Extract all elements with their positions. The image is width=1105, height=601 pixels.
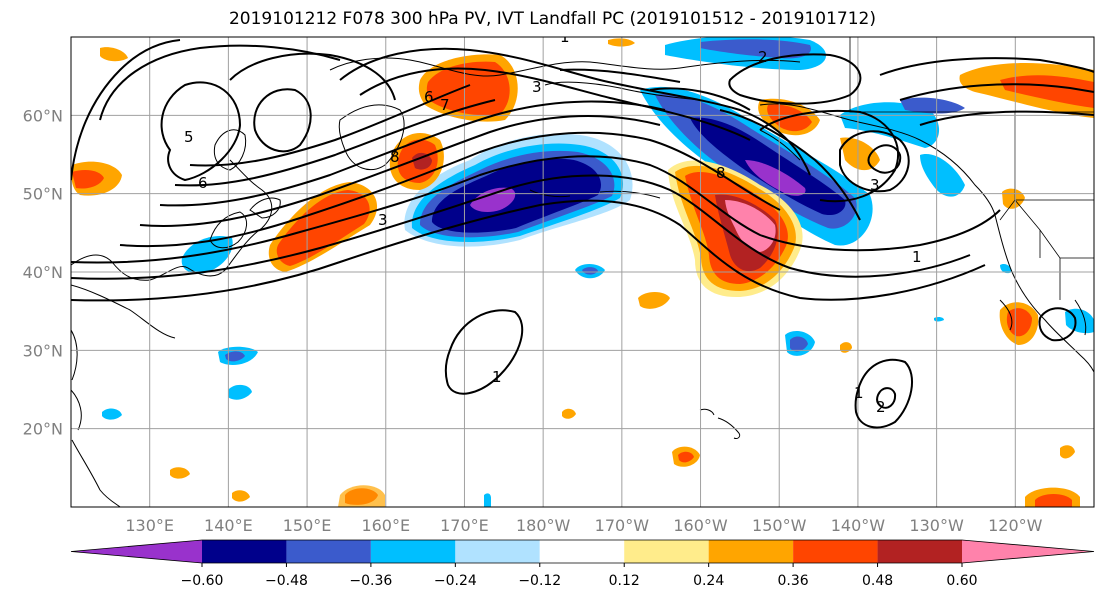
latitude-tick-label: 30°N <box>23 341 63 360</box>
contour-label: 5 <box>184 128 194 146</box>
longitude-tick-label: 170°W <box>595 516 650 535</box>
colorbar-tick-label: −0.12 <box>518 573 561 589</box>
longitude-tick-label: 120°W <box>988 516 1043 535</box>
longitude-tick-label: 160°E <box>361 516 410 535</box>
longitude-tick-label: 180°W <box>516 516 571 535</box>
latitude-tick-label: 50°N <box>23 185 63 204</box>
map-title: 2019101212 F078 300 hPa PV, IVT Landfall… <box>228 9 876 29</box>
colorbar-tick-label: 0.12 <box>609 573 640 589</box>
colorbar-swatch <box>202 540 287 563</box>
contour-label: 8 <box>390 148 400 166</box>
colorbar-tick-label: 0.24 <box>693 573 724 589</box>
longitude-tick-label: 140°E <box>204 516 253 535</box>
colorbar-extend-max <box>962 540 1094 563</box>
longitude-tick-label: 130°E <box>125 516 174 535</box>
colorbar-tick-label: 0.48 <box>862 573 893 589</box>
colorbar-swatch <box>370 540 456 563</box>
colorbar-tick-label: −0.36 <box>349 573 392 589</box>
contour-label: 3 <box>532 78 542 96</box>
colorbar-tick-label: −0.48 <box>265 573 308 589</box>
longitude-tick-label: 170°E <box>440 516 489 535</box>
coastlines <box>71 57 1094 507</box>
map-frame <box>70 36 1095 508</box>
colorbar-tick-label: −0.60 <box>181 573 224 589</box>
contour-label: 3 <box>870 176 880 194</box>
contour-label: 1 <box>560 28 570 46</box>
longitude-tick-label: 150°E <box>283 516 332 535</box>
colorbar-swatch <box>539 540 625 563</box>
colorbar-swatch <box>455 540 540 563</box>
colorbar-swatch <box>793 540 878 563</box>
colorbar-tick-label: −0.24 <box>434 573 477 589</box>
colorbar-extend-min <box>71 540 202 563</box>
longitude-tick-label: 150°W <box>752 516 807 535</box>
contour-label: 1 <box>492 368 502 386</box>
contour-label: 7 <box>440 96 450 114</box>
grid-lines <box>71 37 1094 507</box>
contour-label: 8 <box>716 164 726 182</box>
latitude-tick-label: 20°N <box>23 420 63 439</box>
colorbar-tick-label: 0.60 <box>946 573 977 589</box>
longitude-labels: 130°E 140°E 150°E 160°E 170°E 180°W 170°W 160°W… <box>125 516 1042 535</box>
contour-label: 1 <box>854 384 864 402</box>
longitude-tick-label: 160°W <box>673 516 728 535</box>
latitude-tick-label: 60°N <box>23 106 63 125</box>
colorbar-swatch <box>624 540 709 563</box>
contour-label: 3 <box>378 211 388 229</box>
contour-label: 6 <box>424 88 434 106</box>
colorbar: −0.60 −0.48 −0.36 −0.24 −0.12 0.12 0.24 0.36 0.4… <box>70 539 1095 589</box>
longitude-tick-label: 140°W <box>831 516 886 535</box>
latitude-tick-label: 40°N <box>23 263 63 282</box>
contour-label: 1 <box>912 248 922 266</box>
contour-labels: 1 1 1 2 2 3 3 5 6 6 7 8 8 1 3 <box>184 28 922 416</box>
contour-label: 2 <box>876 398 886 416</box>
colorbar-tick-label: 0.36 <box>778 573 809 589</box>
contour-label: 6 <box>198 174 208 192</box>
contour-label: 2 <box>758 48 768 66</box>
ivt-contours <box>71 39 1094 429</box>
latitude-labels: 60°N 50°N 40°N 30°N 20°N <box>23 106 63 438</box>
colorbar-swatch <box>708 540 794 563</box>
colorbar-swatch <box>286 540 371 563</box>
colorbar-swatch <box>877 540 962 563</box>
longitude-tick-label: 130°W <box>909 516 964 535</box>
